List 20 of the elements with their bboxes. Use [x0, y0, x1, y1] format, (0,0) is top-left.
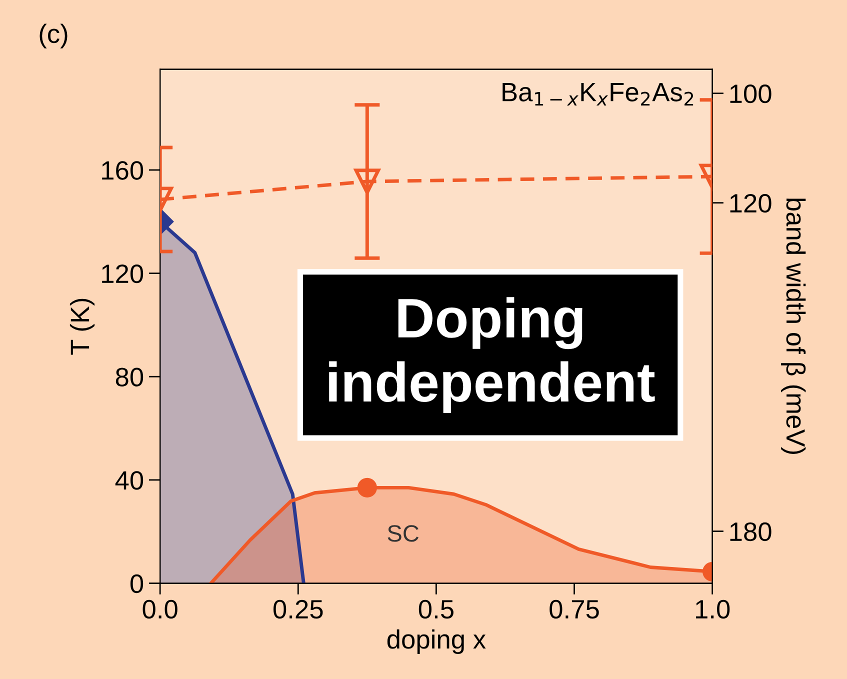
y-axis-title: T (K)	[70, 298, 95, 355]
annotation: Ba$_{1−x}$K$_{x}$Fe$_{2}$As$_{2}$	[502, 83, 694, 106]
y-tick-label: 80	[116, 368, 144, 386]
y2-axis-title: band width of β (meV)	[781, 198, 806, 454]
y-tick-label: 120	[102, 264, 144, 284]
x-tick-label: 1.0	[696, 600, 730, 619]
text: (c)	[40, 24, 68, 48]
y2-tick-label: 180	[730, 522, 772, 542]
x-tick-label: 0.5	[418, 600, 454, 619]
y2-tick-label: 120	[730, 194, 772, 213]
y-tick-label: 0	[130, 574, 144, 594]
x-tick-label: 0.0	[142, 600, 178, 619]
x-tick-label: 0.75	[550, 600, 599, 619]
y2-tick-label: 100	[730, 84, 772, 104]
x-tick-label: 0.25	[273, 600, 323, 619]
annotation: Doping independent	[329, 297, 655, 413]
y-tick-label: 160	[102, 161, 144, 180]
y-tick-label: 40	[115, 471, 144, 490]
x-axis-title: doping x	[387, 629, 486, 654]
annotation: SC	[388, 525, 419, 542]
